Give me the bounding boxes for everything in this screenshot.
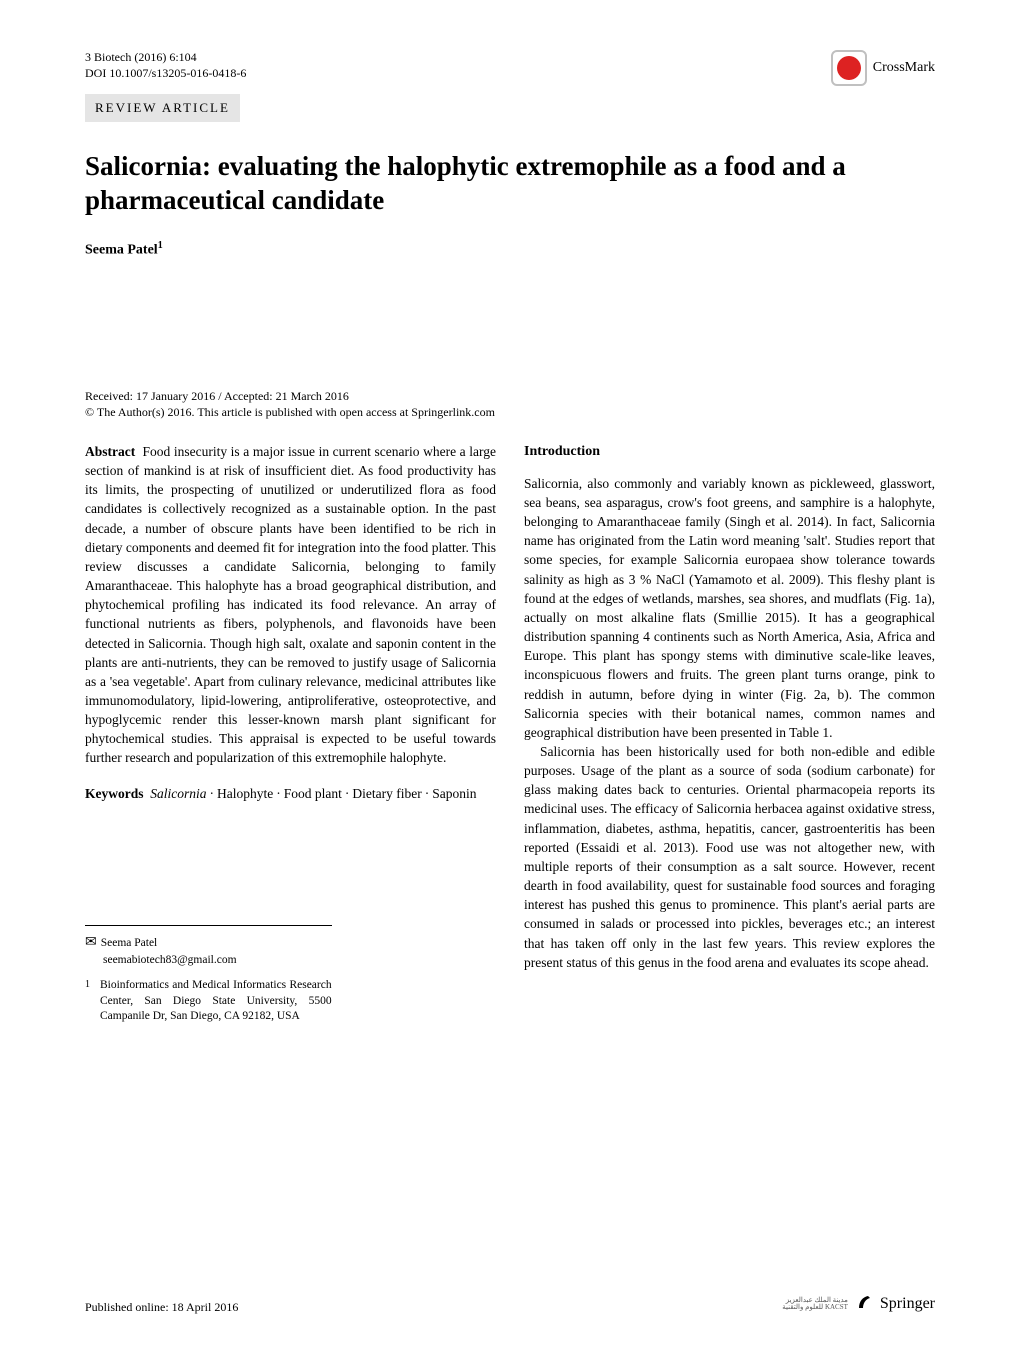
- kacst-logo: مدينة الملك عبدالعزيزللعلوم والتقنية KAC…: [782, 1297, 848, 1311]
- keyword-2: Halophyte: [217, 786, 273, 801]
- article-type: REVIEW ARTICLE: [85, 94, 240, 122]
- author-affil-marker: 1: [158, 240, 163, 251]
- crossmark-label: CrossMark: [873, 60, 935, 76]
- left-column: Abstract Food insecurity is a major issu…: [85, 442, 496, 1025]
- article-title: Salicornia: evaluating the halophytic ex…: [85, 150, 935, 218]
- author-name: Seema Patel: [85, 242, 158, 257]
- envelope-icon: ✉: [85, 935, 97, 950]
- copyright-line: © The Author(s) 2016. This article is pu…: [85, 405, 935, 420]
- publisher-block: مدينة الملك عبدالعزيزللعلوم والتقنية KAC…: [782, 1293, 935, 1315]
- intro-para-1: Salicornia, also commonly and variably k…: [524, 474, 935, 742]
- correspondence-block: ✉Seema Patel seemabiotech83@gmail.com 1 …: [85, 925, 332, 1025]
- keywords-label: Keywords: [85, 786, 144, 801]
- intro-para-2: Salicornia has been historically used fo…: [524, 742, 935, 972]
- keyword-1: Salicornia: [150, 786, 206, 801]
- keyword-5: Saponin: [432, 786, 476, 801]
- corr-author-name: Seema Patel: [101, 937, 158, 949]
- right-column: Introduction Salicornia, also commonly a…: [524, 442, 935, 1025]
- springer-horse-icon: [856, 1293, 874, 1315]
- affil-text: Bioinformatics and Medical Informatics R…: [100, 978, 332, 1025]
- author-line: Seema Patel1: [85, 240, 935, 259]
- keywords-block: Keywords Salicornia·Halophyte·Food plant…: [85, 784, 496, 803]
- journal-citation: 3 Biotech (2016) 6:104: [85, 50, 246, 66]
- journal-header: 3 Biotech (2016) 6:104 DOI 10.1007/s1320…: [85, 50, 246, 81]
- published-online: Published online: 18 April 2016: [85, 1300, 238, 1315]
- abstract-block: Abstract Food insecurity is a major issu…: [85, 442, 496, 768]
- abstract-label: Abstract: [85, 444, 135, 459]
- doi-line: DOI 10.1007/s13205-016-0418-6: [85, 66, 246, 82]
- keyword-3: Food plant: [284, 786, 342, 801]
- dates-line: Received: 17 January 2016 / Accepted: 21…: [85, 388, 935, 405]
- keyword-4: Dietary fiber: [352, 786, 421, 801]
- crossmark-icon: [831, 50, 867, 86]
- abstract-text: Food insecurity is a major issue in curr…: [85, 444, 496, 766]
- intro-heading: Introduction: [524, 442, 935, 462]
- affil-number: 1: [85, 978, 90, 1025]
- page-footer: Published online: 18 April 2016 مدينة ال…: [85, 1293, 935, 1315]
- springer-label: Springer: [880, 1295, 935, 1313]
- corr-author-email: seemabiotech83@gmail.com: [103, 953, 332, 969]
- crossmark-badge[interactable]: CrossMark: [831, 50, 935, 86]
